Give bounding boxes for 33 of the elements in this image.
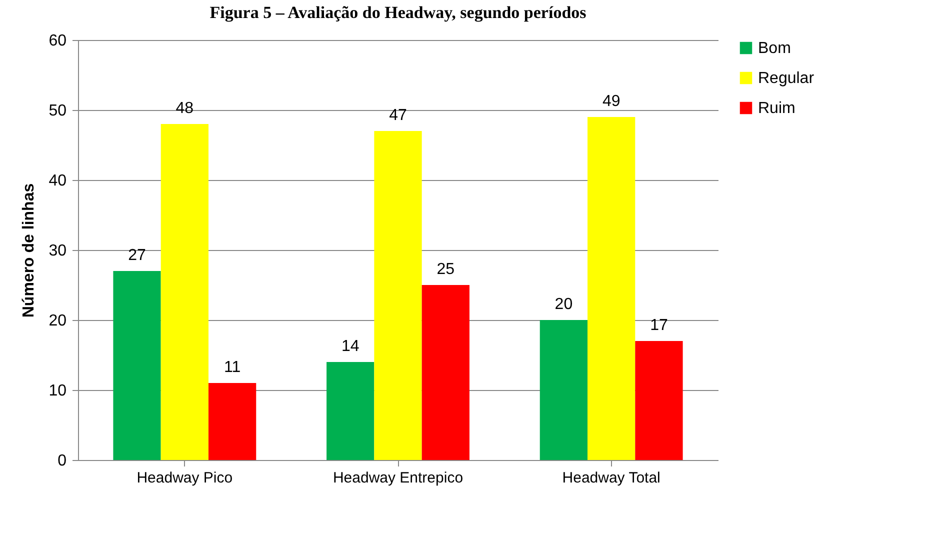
legend-label: Regular [758,70,815,87]
bar [208,383,256,460]
x-tick-label: Headway Total [562,470,660,486]
data-label: 11 [224,359,241,376]
y-tick-label: 60 [48,32,67,50]
data-label: 25 [436,261,455,278]
data-label: 49 [602,93,620,110]
y-tick-label: 30 [48,242,67,260]
x-tick-label: Headway Entrepico [332,470,464,486]
bar [374,131,422,460]
data-label: 20 [554,296,573,313]
y-tick-label: 10 [48,382,67,400]
bar [160,124,208,460]
chart-title: Figura 5 – Avaliação do Headway, segundo períodos [210,3,587,22]
data-label: 47 [389,107,407,124]
x-tick-label: Headway Pico [136,470,233,486]
bar [113,271,161,460]
data-label: 14 [341,338,360,355]
y-tick-label: 20 [48,312,67,330]
y-tick-label: 40 [48,172,67,190]
y-axis-title: Número de linhas [20,183,38,318]
y-tick-label: 50 [48,102,67,120]
bar [540,320,588,460]
bar [588,117,636,460]
data-label: 17 [650,317,668,334]
data-label: 27 [128,247,146,264]
bar [635,341,683,460]
legend-label: Ruim [758,100,796,117]
bar [422,285,470,460]
bar [326,362,374,460]
legend-label: Bom [758,40,791,57]
y-tick-label: 0 [58,452,67,470]
data-label: 48 [176,100,194,117]
